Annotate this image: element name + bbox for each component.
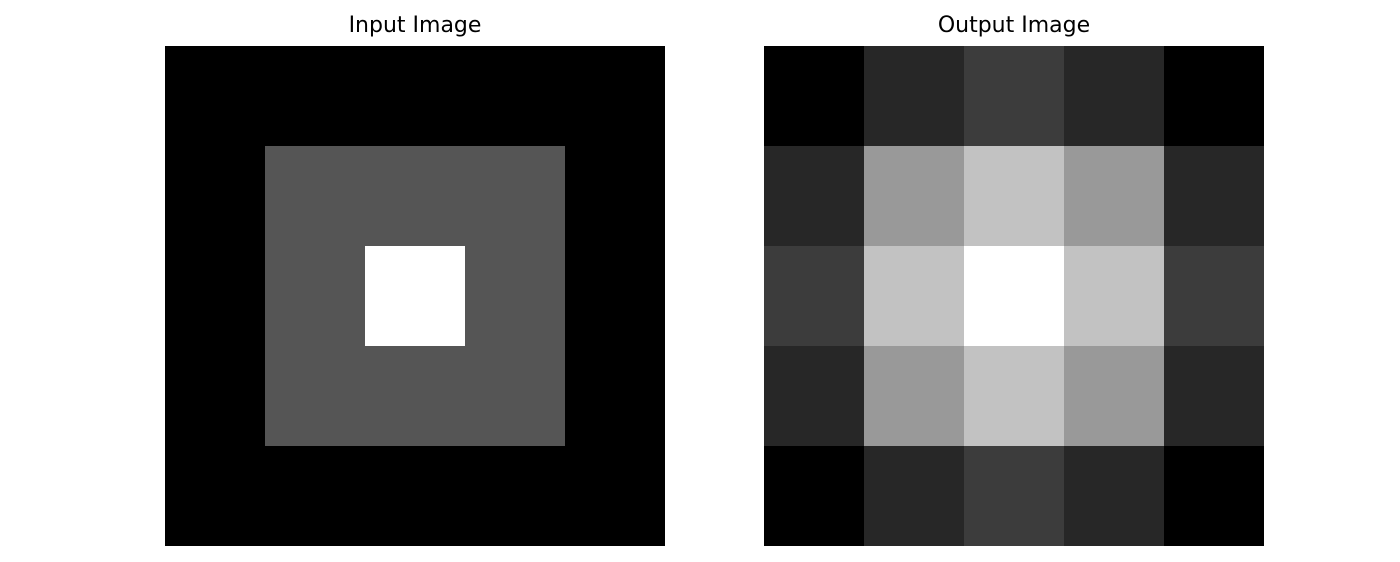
output-pixel-r4-c2 [964, 446, 1065, 546]
output-pixel-r4-c1 [864, 446, 965, 546]
input-pixel-r2-c0 [165, 246, 266, 347]
input-pixel-r0-c1 [265, 46, 366, 147]
input-pixel-r1-c4 [565, 146, 665, 247]
input-pixel-r4-c4 [565, 446, 665, 546]
input-pixel-r3-c1 [265, 346, 366, 447]
output-pixel-r2-c0 [764, 246, 865, 347]
input-pixel-r2-c1 [265, 246, 366, 347]
input-pixel-r0-c0 [165, 46, 266, 147]
input-pixel-r2-c3 [465, 246, 566, 347]
output-pixel-r1-c0 [764, 146, 865, 247]
input-image-heatmap [165, 46, 665, 546]
input-pixel-r4-c1 [265, 446, 366, 546]
input-pixel-r0-c2 [365, 46, 466, 147]
input-pixel-r1-c2 [365, 146, 466, 247]
output-image-title: Output Image [937, 13, 1091, 38]
input-pixel-r3-c0 [165, 346, 266, 447]
output-pixel-r1-c2 [964, 146, 1065, 247]
output-pixel-r1-c4 [1164, 146, 1264, 247]
output-pixel-r2-c2 [964, 246, 1065, 347]
input-pixel-r4-c3 [465, 446, 566, 546]
output-image-plot [764, 46, 1264, 546]
output-pixel-r2-c4 [1164, 246, 1264, 347]
output-pixel-r3-c3 [1064, 346, 1165, 447]
output-pixel-r3-c1 [864, 346, 965, 447]
output-pixel-r1-c1 [864, 146, 965, 247]
input-pixel-r2-c4 [565, 246, 665, 347]
output-pixel-r3-c0 [764, 346, 865, 447]
output-image-heatmap [764, 46, 1264, 546]
output-pixel-r2-c3 [1064, 246, 1165, 347]
input-pixel-r1-c3 [465, 146, 566, 247]
output-pixel-r3-c4 [1164, 346, 1264, 447]
input-pixel-r4-c0 [165, 446, 266, 546]
output-pixel-r0-c0 [764, 46, 865, 147]
input-image-title: Input Image [348, 13, 482, 38]
input-pixel-r4-c2 [365, 446, 466, 546]
output-pixel-r0-c2 [964, 46, 1065, 147]
output-pixel-r0-c4 [1164, 46, 1264, 147]
output-pixel-r4-c0 [764, 446, 865, 546]
output-pixel-r0-c1 [864, 46, 965, 147]
output-pixel-r3-c2 [964, 346, 1065, 447]
input-pixel-r0-c4 [565, 46, 665, 147]
output-pixel-r4-c4 [1164, 446, 1264, 546]
output-pixel-r0-c3 [1064, 46, 1165, 147]
output-pixel-r4-c3 [1064, 446, 1165, 546]
input-pixel-r2-c2 [365, 246, 466, 347]
input-pixel-r1-c0 [165, 146, 266, 247]
input-image-plot [165, 46, 665, 546]
output-pixel-r2-c1 [864, 246, 965, 347]
input-pixel-r1-c1 [265, 146, 366, 247]
input-pixel-r0-c3 [465, 46, 566, 147]
output-pixel-r1-c3 [1064, 146, 1165, 247]
input-pixel-r3-c4 [565, 346, 665, 447]
input-pixel-r3-c3 [465, 346, 566, 447]
input-pixel-r3-c2 [365, 346, 466, 447]
